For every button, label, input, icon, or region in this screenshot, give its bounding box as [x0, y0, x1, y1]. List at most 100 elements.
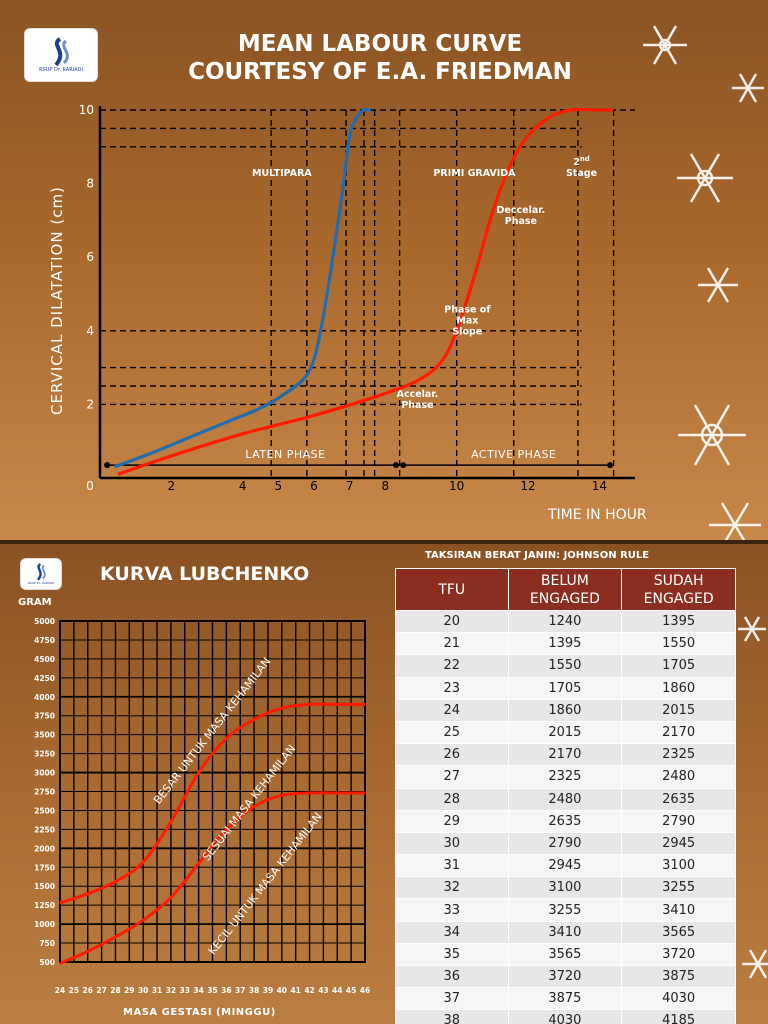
x-tick-label: 32 [166, 986, 176, 995]
x-tick-label: 46 [360, 986, 370, 995]
table-cell: 24 [395, 698, 509, 722]
x-tick-label: 8 [382, 479, 390, 493]
table-cell: 2170 [507, 743, 623, 767]
x-tick-label: 30 [138, 986, 148, 995]
primigravida-label: PRIMI GRAVIDA [433, 168, 516, 179]
table-cell: 2170 [621, 720, 736, 745]
table-cell: 2015 [621, 698, 736, 722]
column-header: TFU [395, 568, 509, 611]
table-body: 20 1240 1395 21 1395 1550 22 1550 1705 23 1705 1860… [395, 609, 736, 1024]
x-tick-label: 45 [346, 986, 356, 995]
logo-text: RSUP Dr. KARIADI [27, 581, 55, 585]
table-cell: 33 [395, 898, 509, 922]
x-tick-label: 4 [239, 479, 247, 493]
logo-icon [37, 563, 46, 581]
laten-phase-label: LATEN PHASE [245, 448, 325, 461]
x-tick-label: 28 [110, 986, 120, 995]
table-cell: 26 [395, 743, 509, 767]
table-cell: 1395 [507, 632, 623, 656]
y-tick-label: 2000 [34, 844, 55, 853]
x-tick-label: 44 [332, 986, 342, 995]
table-cell: 31 [395, 854, 509, 878]
series-line-primigravida [117, 107, 614, 476]
hospital-logo: RSUP Dr. KARIADI [20, 558, 62, 590]
table-cell: 4030 [621, 987, 736, 1011]
table-cell: 3255 [621, 876, 736, 900]
table-row: 32 3100 3255 [395, 876, 736, 900]
table-row: 36 3720 3875 [395, 964, 736, 989]
table-row: 21 1395 1550 [395, 632, 736, 656]
logo-icon [54, 37, 69, 67]
table-row: 26 2170 2325 [395, 743, 736, 767]
acceleration-label: Accelar. Phase [397, 389, 439, 411]
table-cell: 30 [395, 831, 509, 856]
deceleration-label: Deccelar. Phase [497, 205, 546, 227]
table-cell: 3100 [507, 876, 623, 900]
y-tick-label: 1500 [34, 882, 55, 891]
x-tick-label: 14 [592, 479, 607, 493]
x-tick-label: 24 [55, 986, 65, 995]
table-cell: 3565 [507, 942, 623, 967]
table-cell: 3720 [507, 964, 623, 989]
y-tick-label: 750 [39, 939, 55, 948]
y-tick-label: 4000 [34, 693, 55, 702]
annotation-line: Slope [452, 326, 482, 337]
x-tick-label: 29 [124, 986, 134, 995]
table-cell: 2945 [621, 831, 736, 856]
table-row: 29 2635 2790 [395, 809, 736, 833]
logo-text: RSUP Dr. KARIADI [39, 67, 83, 73]
table-row: 27 2325 2480 [395, 765, 736, 789]
y-tick-label: 2250 [34, 825, 55, 834]
chart-title: MEAN LABOUR CURVE COURTESY OF E.A. FRIED… [130, 30, 630, 86]
x-tick-label: 25 [69, 986, 79, 995]
slide-labour-curve: RSUP Dr. KARIADI MEAN LABOUR CURVE COURT… [0, 0, 768, 540]
table-cell: 1395 [621, 609, 736, 634]
y-tick-label: 1250 [34, 901, 55, 910]
table-cell: 3410 [507, 920, 623, 944]
y-tick-label: 1000 [34, 920, 55, 929]
table-cell: 2635 [621, 787, 736, 811]
x-tick-label: 42 [304, 986, 314, 995]
series-line-sesuai [59, 791, 365, 965]
column-header: SUDAH ENGAGED [621, 568, 736, 611]
annotation-line: Phase of [444, 304, 491, 315]
table-row: 33 3255 3410 [395, 898, 736, 922]
hospital-logo: RSUP Dr. KARIADI [24, 28, 98, 82]
annotation-line: Stage [566, 168, 597, 179]
y-tick-label: 6 [86, 250, 94, 264]
table-cell: 34 [395, 920, 509, 944]
x-tick-label: 6 [310, 479, 318, 493]
table-cell: 2480 [621, 765, 736, 789]
table-cell: 37 [395, 987, 509, 1011]
x-tick-label: 40 [277, 986, 287, 995]
x-tick-label: 43 [318, 986, 328, 995]
column-header: BELUM ENGAGED [507, 568, 623, 611]
table-cell: 2945 [507, 854, 623, 878]
annotation-line: Phase [401, 400, 433, 411]
table-row: 37 3875 4030 [395, 987, 736, 1011]
table-cell: 1550 [507, 654, 623, 678]
y-tick-label: 5000 [34, 617, 55, 626]
table-cell: 29 [395, 809, 509, 833]
table-row: 24 1860 2015 [395, 698, 736, 722]
table-cell: 2790 [507, 831, 623, 856]
table-cell: 28 [395, 787, 509, 811]
x-tick-label: 2 [168, 479, 176, 493]
y-tick-label: 4 [86, 324, 94, 338]
y-tick-label: 1750 [34, 863, 55, 872]
series-line-besar [59, 702, 365, 905]
x-tick-label: 34 [193, 986, 203, 995]
y-tick-label: 2500 [34, 806, 55, 815]
table-cell: 3720 [621, 942, 736, 967]
x-tick-label: 39 [263, 986, 273, 995]
table-row: 38 4030 4185 [395, 1009, 736, 1024]
table-cell: 27 [395, 765, 509, 789]
x-tick-label: 37 [235, 986, 245, 995]
y-tick-label: 3750 [34, 712, 55, 721]
table-cell: 3100 [621, 854, 736, 878]
y-tick-label: 4250 [34, 674, 55, 683]
table-row: 31 2945 3100 [395, 854, 736, 878]
title-line-1: MEAN LABOUR CURVE [237, 31, 523, 57]
table-cell: 2790 [621, 809, 736, 833]
